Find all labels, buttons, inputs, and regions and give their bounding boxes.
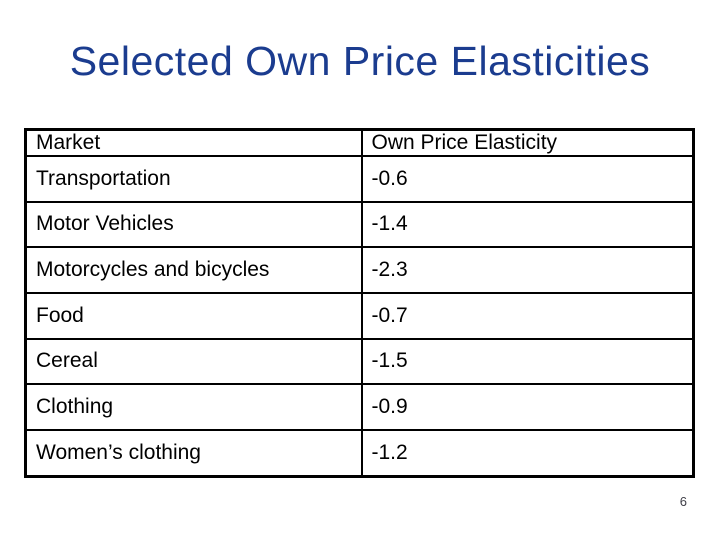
market-cell: Transportation: [24, 155, 363, 203]
elasticity-cell: -1.5: [360, 337, 695, 386]
table-row: Cereal -1.5: [24, 337, 695, 386]
elasticity-cell: -0.6: [360, 155, 695, 203]
elasticity-cell: -0.7: [360, 291, 695, 340]
elasticity-cell: -2.3: [360, 246, 695, 294]
market-cell: Motorcycles and bicycles: [24, 246, 363, 294]
table-row: Motorcycles and bicycles -2.3: [24, 246, 695, 294]
market-cell: Cereal: [24, 337, 363, 386]
table-row: Women’s clothing -1.2: [24, 428, 695, 478]
market-cell: Motor Vehicles: [24, 200, 363, 249]
market-cell: Food: [24, 291, 363, 340]
market-cell: Clothing: [24, 383, 363, 431]
table-row: Transportation -0.6: [24, 155, 695, 203]
elasticity-cell: -1.4: [360, 200, 695, 249]
elasticity-table: Market Own Price Elasticity Transportati…: [24, 128, 695, 478]
page-number: 6: [679, 494, 687, 509]
market-cell: Women’s clothing: [24, 428, 363, 478]
elasticity-cell: -0.9: [360, 383, 695, 431]
slide-title: Selected Own Price Elasticities: [69, 38, 651, 84]
table-header-row: Market Own Price Elasticity: [24, 128, 695, 157]
table-row: Clothing -0.9: [24, 383, 695, 431]
table-row: Motor Vehicles -1.4: [24, 200, 695, 249]
table-row: Food -0.7: [24, 291, 695, 340]
col-header-market: Market: [24, 128, 363, 157]
elasticity-cell: -1.2: [360, 428, 695, 478]
col-header-elasticity: Own Price Elasticity: [360, 128, 695, 157]
